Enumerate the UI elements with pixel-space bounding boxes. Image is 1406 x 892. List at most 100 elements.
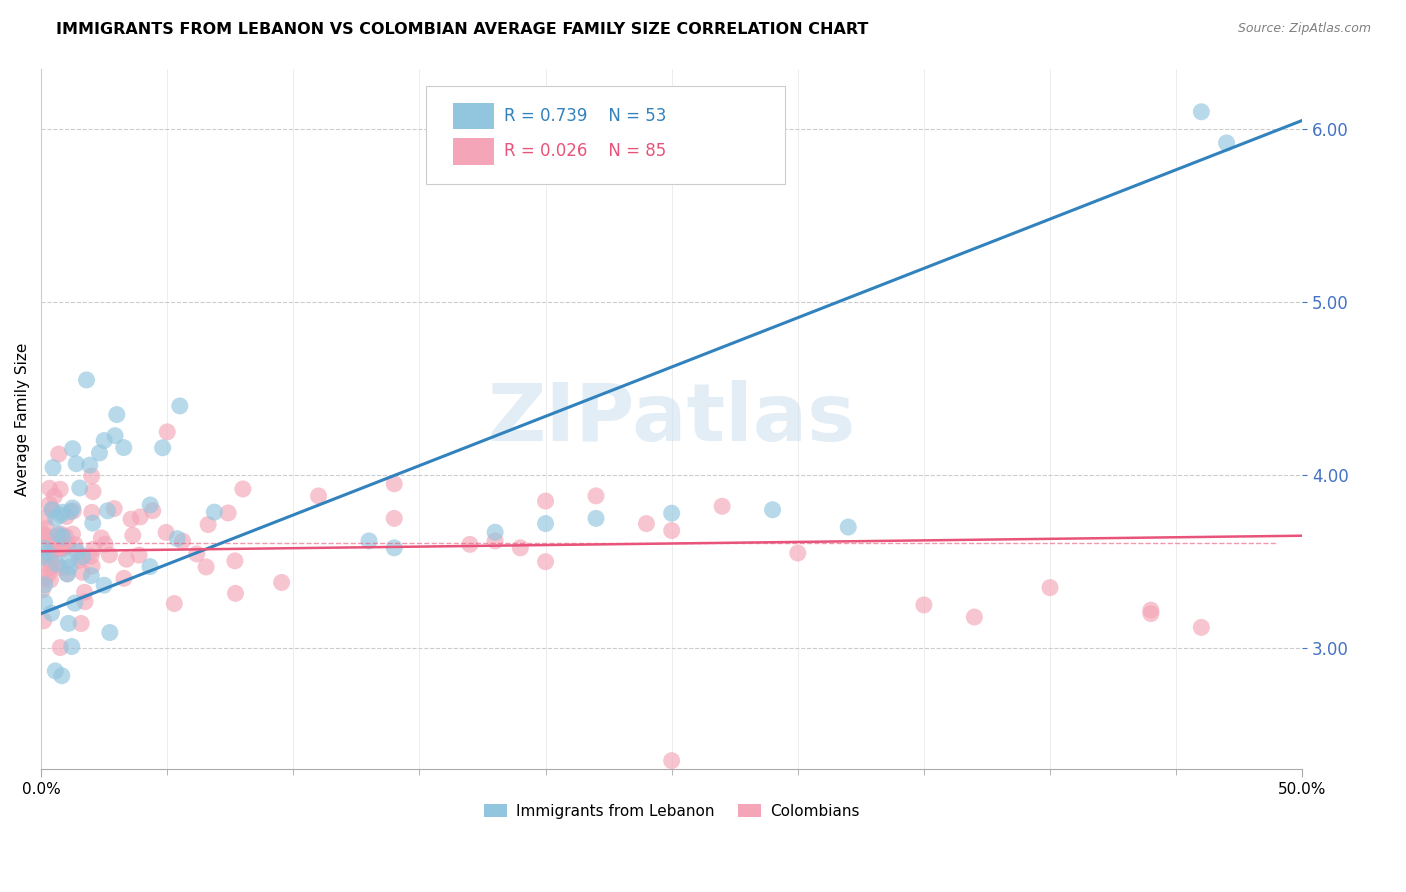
- Point: [1140, 607, 1163, 621]
- Point: [49, 508, 72, 522]
- FancyBboxPatch shape: [454, 138, 494, 164]
- Point: [534, 494, 557, 508]
- Point: [661, 524, 683, 538]
- Point: [80, 469, 103, 483]
- Point: [32, 541, 55, 556]
- Point: [70, 549, 93, 564]
- Point: [382, 511, 405, 525]
- Point: [58, 616, 80, 631]
- Point: [60, 640, 83, 654]
- Point: [761, 502, 783, 516]
- Point: [156, 425, 179, 439]
- Point: [104, 428, 127, 442]
- Point: [59, 560, 82, 574]
- Point: [49, 483, 72, 497]
- Point: [1189, 620, 1212, 634]
- Point: [51, 527, 73, 541]
- Point: [534, 516, 557, 531]
- Point: [139, 559, 162, 574]
- Point: [41, 502, 63, 516]
- Y-axis label: Average Family Size: Average Family Size: [15, 343, 30, 496]
- Point: [83, 542, 105, 557]
- Point: [80, 505, 103, 519]
- Point: [55, 509, 77, 524]
- Point: [585, 511, 607, 525]
- Point: [963, 610, 986, 624]
- Point: [41, 543, 63, 558]
- Point: [197, 517, 219, 532]
- Point: [93, 434, 115, 448]
- Point: [32, 614, 55, 628]
- Point: [56, 567, 79, 582]
- Point: [98, 625, 121, 640]
- Point: [67, 553, 90, 567]
- Point: [76, 373, 98, 387]
- Point: [82, 484, 104, 499]
- Point: [105, 408, 128, 422]
- Point: [62, 504, 84, 518]
- Point: [72, 566, 94, 580]
- Point: [142, 504, 165, 518]
- Point: [661, 506, 683, 520]
- Point: [93, 578, 115, 592]
- Point: [90, 531, 112, 545]
- Point: [51, 561, 73, 575]
- Point: [37, 567, 59, 582]
- Point: [139, 498, 162, 512]
- Point: [98, 548, 121, 562]
- Point: [166, 532, 188, 546]
- Point: [509, 541, 531, 555]
- Point: [128, 548, 150, 562]
- Point: [52, 530, 75, 544]
- Point: [72, 549, 94, 564]
- Point: [48, 542, 70, 557]
- Point: [484, 525, 506, 540]
- Point: [65, 457, 87, 471]
- Point: [1189, 104, 1212, 119]
- Point: [308, 489, 330, 503]
- Point: [37, 546, 59, 560]
- Point: [1140, 603, 1163, 617]
- Point: [1039, 581, 1062, 595]
- Point: [837, 520, 859, 534]
- Point: [82, 559, 104, 574]
- Point: [63, 596, 86, 610]
- Point: [94, 537, 117, 551]
- Point: [52, 541, 75, 556]
- Point: [484, 533, 506, 548]
- Text: R = 0.026    N = 85: R = 0.026 N = 85: [503, 142, 666, 161]
- Point: [912, 598, 935, 612]
- Point: [661, 754, 683, 768]
- Point: [73, 585, 96, 599]
- Point: [786, 546, 808, 560]
- Point: [69, 481, 91, 495]
- Point: [169, 399, 191, 413]
- Point: [62, 500, 84, 515]
- Point: [115, 552, 138, 566]
- Point: [46, 527, 69, 541]
- Point: [44, 664, 66, 678]
- Point: [32, 527, 55, 541]
- Point: [172, 534, 194, 549]
- Point: [112, 441, 135, 455]
- Point: [163, 597, 186, 611]
- Point: [34, 528, 56, 542]
- Point: [48, 447, 70, 461]
- Point: [55, 529, 77, 543]
- Point: [56, 566, 79, 581]
- Point: [59, 504, 82, 518]
- Point: [458, 537, 481, 551]
- FancyBboxPatch shape: [454, 103, 494, 129]
- Point: [41, 503, 63, 517]
- Point: [129, 509, 152, 524]
- Point: [45, 557, 67, 571]
- Point: [225, 586, 247, 600]
- Point: [34, 578, 56, 592]
- Point: [38, 481, 60, 495]
- Point: [636, 516, 658, 531]
- Point: [44, 489, 66, 503]
- Point: [35, 531, 58, 545]
- Point: [58, 539, 80, 553]
- Point: [63, 537, 86, 551]
- Point: [62, 442, 84, 456]
